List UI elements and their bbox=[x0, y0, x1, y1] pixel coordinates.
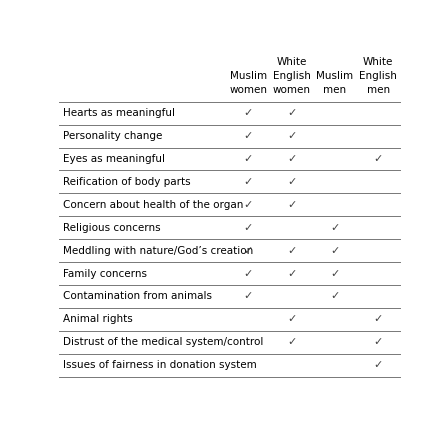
Text: ✓: ✓ bbox=[287, 177, 296, 187]
Text: ✓: ✓ bbox=[287, 246, 296, 255]
Text: Eyes as meaningful: Eyes as meaningful bbox=[62, 154, 165, 164]
Text: women: women bbox=[273, 85, 311, 95]
Text: Reification of body parts: Reification of body parts bbox=[62, 177, 190, 187]
Text: ✓: ✓ bbox=[330, 269, 339, 278]
Text: ✓: ✓ bbox=[244, 223, 253, 233]
Text: ✓: ✓ bbox=[244, 154, 253, 164]
Text: men: men bbox=[323, 85, 347, 95]
Text: ✓: ✓ bbox=[287, 154, 296, 164]
Text: women: women bbox=[229, 85, 268, 95]
Text: Muslim: Muslim bbox=[230, 71, 267, 81]
Text: ✓: ✓ bbox=[244, 200, 253, 210]
Text: Religious concerns: Religious concerns bbox=[62, 223, 160, 233]
Text: English: English bbox=[273, 71, 310, 81]
Text: ✓: ✓ bbox=[244, 246, 253, 255]
Text: ✓: ✓ bbox=[244, 131, 253, 141]
Text: ✓: ✓ bbox=[287, 108, 296, 118]
Text: ✓: ✓ bbox=[244, 108, 253, 118]
Text: ✓: ✓ bbox=[287, 337, 296, 347]
Text: ✓: ✓ bbox=[373, 154, 383, 164]
Text: Concern about health of the organ: Concern about health of the organ bbox=[62, 200, 243, 210]
Text: Distrust of the medical system/control: Distrust of the medical system/control bbox=[62, 337, 263, 347]
Text: ✓: ✓ bbox=[244, 177, 253, 187]
Text: ✓: ✓ bbox=[287, 200, 296, 210]
Text: ✓: ✓ bbox=[287, 131, 296, 141]
Text: ✓: ✓ bbox=[373, 337, 383, 347]
Text: Meddling with nature/God’s creation: Meddling with nature/God’s creation bbox=[62, 246, 253, 255]
Text: ✓: ✓ bbox=[330, 246, 339, 255]
Text: ✓: ✓ bbox=[244, 292, 253, 301]
Text: White: White bbox=[277, 57, 307, 68]
Text: Family concerns: Family concerns bbox=[62, 269, 147, 278]
Text: Hearts as meaningful: Hearts as meaningful bbox=[62, 108, 175, 118]
Text: Muslim: Muslim bbox=[316, 71, 353, 81]
Text: ✓: ✓ bbox=[373, 314, 383, 324]
Text: English: English bbox=[359, 71, 397, 81]
Text: ✓: ✓ bbox=[373, 360, 383, 370]
Text: ✓: ✓ bbox=[287, 314, 296, 324]
Text: ✓: ✓ bbox=[330, 292, 339, 301]
Text: ✓: ✓ bbox=[330, 223, 339, 233]
Text: ✓: ✓ bbox=[287, 269, 296, 278]
Text: White: White bbox=[363, 57, 393, 68]
Text: Animal rights: Animal rights bbox=[62, 314, 132, 324]
Text: Personality change: Personality change bbox=[62, 131, 162, 141]
Text: men: men bbox=[367, 85, 390, 95]
Text: Issues of fairness in donation system: Issues of fairness in donation system bbox=[62, 360, 256, 370]
Text: ✓: ✓ bbox=[244, 269, 253, 278]
Text: Contamination from animals: Contamination from animals bbox=[62, 292, 212, 301]
